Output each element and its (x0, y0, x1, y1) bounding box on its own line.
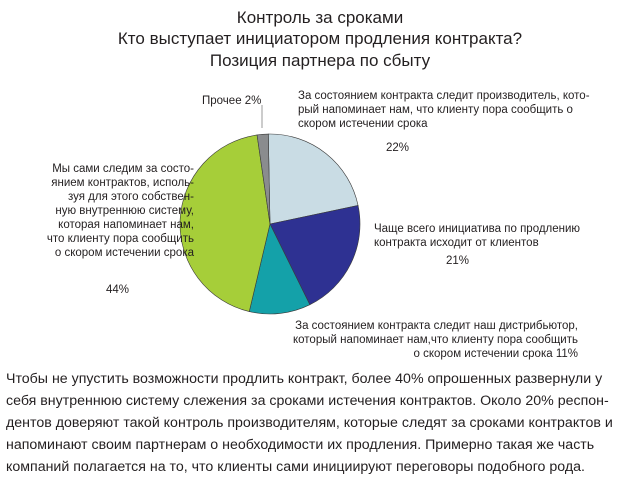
pct-manufacturer: 22% (386, 142, 410, 154)
slice-own-system (179, 134, 271, 312)
pct-own-system: 44% (106, 284, 130, 296)
label-distributor: За состоянием контракта следит наш дистр… (292, 320, 578, 360)
paragraph-line: дентов доверяют такой контроль производи… (6, 415, 613, 431)
chart-subtitle-question: Кто выступает инициатором продления конт… (117, 29, 523, 48)
pie-chart (179, 105, 361, 315)
label-own-system: Мы сами следим за состо- янием контракто… (46, 163, 194, 259)
label-manufacturer: За состоянием контракта следит производи… (298, 90, 590, 130)
description-paragraph: Чтобы не упустить возможности продлить к… (6, 368, 634, 478)
paragraph-line: себя внутреннюю систему слежения за срок… (6, 393, 609, 409)
chart-title: Контроль за сроками (236, 8, 404, 27)
label-clients: Чаще всего инициатива по продлению контр… (374, 223, 581, 249)
pct-distributor: 11% (555, 348, 578, 360)
chart-subtitle-position: Позиция партнера по сбыту (209, 51, 431, 70)
pct-clients: 21% (446, 255, 470, 267)
slice-clients (269, 205, 361, 306)
paragraph-line: компаний полагается на то, что клиенты с… (6, 459, 585, 475)
paragraph-line: Чтобы не упустить возможности продлить к… (6, 371, 603, 387)
slice-other (256, 133, 271, 225)
label-other: Прочее 2% (202, 95, 262, 107)
paragraph-line: напоминают своим партнерам о необходимос… (6, 437, 595, 453)
slice-manufacturer (267, 133, 359, 225)
